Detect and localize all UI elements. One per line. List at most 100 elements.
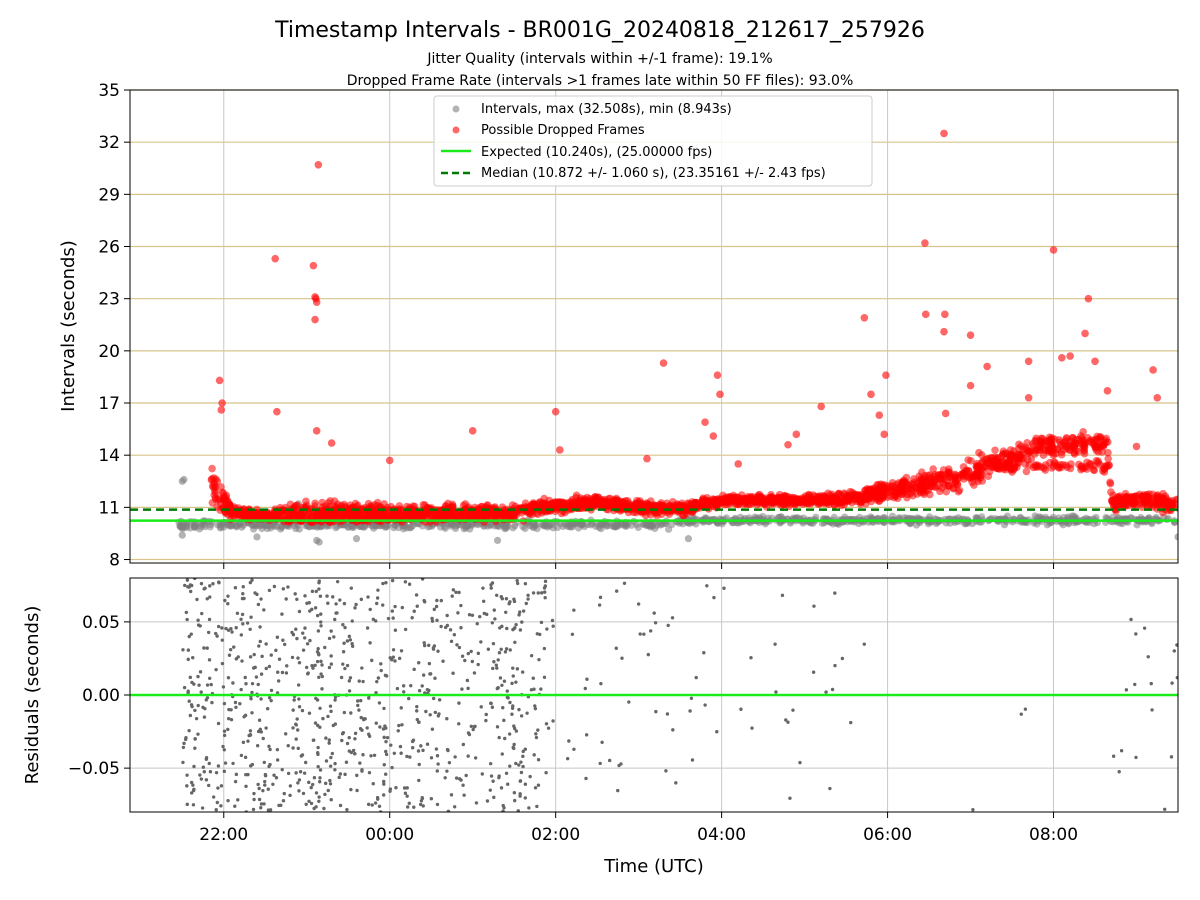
residual-point [840, 656, 845, 661]
residual-point [319, 659, 323, 664]
residual-point [241, 592, 245, 596]
residual-point [350, 644, 355, 648]
residual-point [515, 578, 519, 583]
residual-point [217, 580, 221, 585]
residual-point [214, 770, 219, 775]
residual-point [485, 799, 490, 803]
dropped-frame-point [468, 427, 477, 435]
dropped-frame-point [643, 504, 652, 513]
residual-point [349, 787, 353, 792]
residual-point [403, 580, 408, 584]
residual-point [222, 729, 227, 733]
residual-point [513, 640, 517, 644]
residual-point [437, 698, 442, 702]
interval-point [710, 515, 718, 523]
residual-point [1133, 682, 1137, 687]
residual-point [199, 777, 204, 781]
residual-point [811, 670, 816, 674]
residual-point [246, 739, 250, 743]
dropped-frame-point [354, 509, 362, 518]
residual-point [232, 645, 236, 649]
residual-point [466, 686, 470, 691]
residual-point [481, 599, 486, 603]
residual-point [241, 622, 245, 626]
dropped-frame-point [617, 499, 625, 508]
y-tick-label-26: 26 [98, 238, 120, 258]
residual-point [315, 659, 320, 664]
residual-point [233, 779, 238, 784]
residual-point [388, 789, 392, 793]
residual-point [546, 726, 551, 730]
residual-point [508, 648, 512, 652]
residual-point [715, 729, 719, 734]
residual-point [367, 732, 371, 736]
dropped-frame-point [1045, 433, 1054, 442]
residual-point [269, 653, 273, 657]
residual-point [293, 592, 297, 596]
residual-point [288, 793, 292, 798]
dropped-frame-point [867, 390, 875, 399]
residual-point [828, 786, 832, 791]
residual-point [219, 804, 223, 808]
dropped-frame-point [975, 448, 983, 457]
residual-point [201, 765, 206, 769]
residual-point [505, 626, 509, 631]
residual-point [202, 770, 206, 774]
residual-point [598, 761, 602, 766]
residual-point [503, 736, 507, 741]
dropped-frame-point [491, 504, 499, 512]
residual-point [253, 591, 257, 595]
residual-point [355, 773, 359, 778]
residual-point [833, 591, 837, 595]
residual-point [434, 747, 439, 751]
x-tick-label: 06:00 [863, 825, 912, 845]
residual-point [430, 616, 434, 621]
legend-intervals-marker [452, 105, 460, 113]
residual-point [259, 672, 264, 676]
dropped-frame-point [556, 446, 564, 454]
residual-point [449, 793, 454, 797]
residual-point [312, 738, 316, 742]
interval-point [640, 520, 648, 528]
dropped-frame-point [311, 315, 319, 324]
residual-point [187, 728, 191, 733]
residual-point [226, 727, 230, 732]
residual-point [702, 651, 706, 655]
residual-point [376, 676, 381, 680]
residual-point [833, 663, 837, 668]
residual-point [207, 761, 211, 766]
residual-point [722, 586, 726, 590]
dropped-frame-point [448, 507, 456, 515]
residual-point [414, 593, 419, 597]
residual-point [343, 666, 347, 671]
residual-point [472, 671, 477, 675]
dropped-frame-point [1066, 352, 1074, 360]
residual-point [400, 605, 405, 610]
dropped-frame-point [1053, 445, 1062, 453]
residual-point [206, 630, 211, 635]
residual-point [194, 716, 199, 721]
residual-point [196, 732, 200, 736]
residual-point [341, 730, 346, 735]
residual-point [401, 684, 406, 688]
dropped-frame-point [1149, 366, 1157, 374]
residual-point [260, 654, 264, 659]
dropped-frame-point [1106, 479, 1115, 488]
residual-point [196, 674, 200, 679]
residual-point [393, 604, 397, 609]
dropped-frame-point [1103, 387, 1112, 395]
residual-point [361, 679, 365, 684]
residual-point [269, 688, 274, 693]
residual-point [294, 722, 298, 726]
residual-point [784, 718, 788, 722]
residuals-y-axis-label: Residuals (seconds) [22, 606, 43, 785]
residual-point [317, 587, 321, 591]
residual-point [263, 779, 267, 784]
residual-point [231, 761, 235, 766]
dropped-frame-point [801, 497, 810, 505]
residual-point [249, 615, 253, 619]
dropped-frame-point [634, 502, 642, 510]
residual-point [480, 772, 485, 776]
residual-point [316, 745, 320, 750]
residual-point [463, 658, 467, 663]
